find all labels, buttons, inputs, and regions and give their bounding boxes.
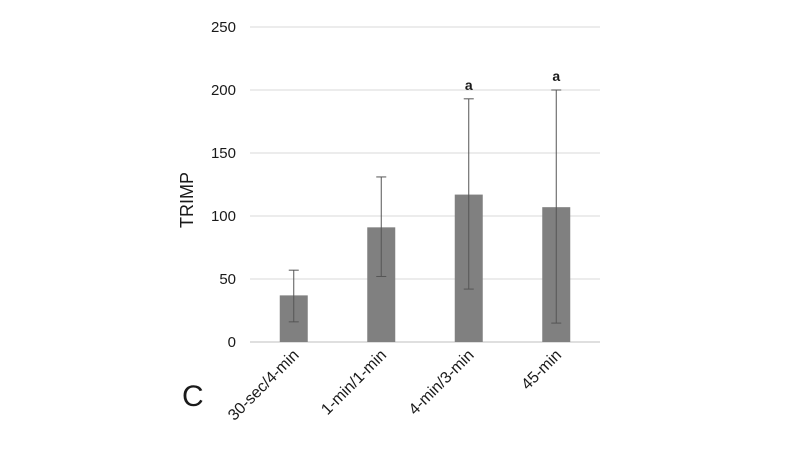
bars [279, 194, 571, 342]
significance-label: a [552, 68, 560, 84]
panel-label: C [182, 380, 204, 413]
y-axis-label: TRIMP [177, 172, 197, 228]
error-bar [551, 89, 562, 324]
x-tick-label: 30-sec/4-min [225, 347, 302, 424]
error-bar [463, 98, 474, 290]
significance-label: a [465, 77, 473, 93]
significance-annotations: aa [465, 68, 561, 93]
x-tick-label: 4-min/3-min [406, 347, 478, 419]
y-tick-label: 50 [219, 271, 236, 288]
y-tick-label: 150 [211, 145, 236, 162]
y-tick-label: 100 [211, 208, 236, 225]
gridlines [250, 26, 600, 343]
y-tick-label: 200 [211, 82, 236, 99]
y-tick-label: 0 [228, 334, 236, 351]
y-axis-ticks: 0 50 100 150 200 250 [211, 19, 236, 351]
x-axis-labels: 30-sec/4-min 1-min/1-min 4-min/3-min 45-min [225, 347, 565, 424]
error-bars [288, 89, 562, 324]
x-tick-label: 45-min [518, 347, 565, 394]
error-bar [376, 176, 387, 277]
x-tick-label: 1-min/1-min [318, 347, 390, 419]
y-tick-label: 250 [211, 19, 236, 36]
error-bar [288, 269, 299, 323]
